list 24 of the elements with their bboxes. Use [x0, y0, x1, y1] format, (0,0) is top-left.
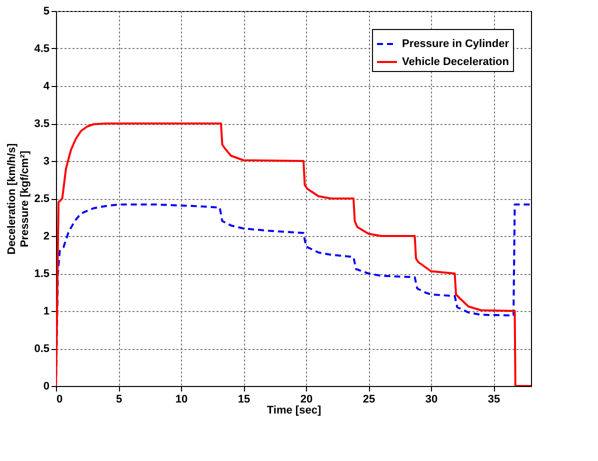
y-tick-label: 0 — [43, 380, 50, 392]
y-tick-label: 0.5 — [34, 343, 50, 355]
y-tick-label: 3.5 — [34, 118, 50, 130]
y-tick-label: 5 — [43, 6, 50, 18]
x-tick-label: 35 — [488, 394, 500, 406]
x-tick-label: 10 — [175, 394, 188, 406]
y-tick-label: 1 — [43, 306, 50, 318]
y-tick-label: 4 — [43, 80, 50, 92]
x-tick-label: 15 — [238, 394, 250, 406]
y-tick-label: 2 — [43, 230, 50, 242]
legend-label: Pressure in Cylinder — [402, 38, 510, 50]
x-tick-label: 20 — [300, 394, 313, 406]
text: Deceleration [km/h/s] — [6, 143, 18, 255]
x-tick-label: 5 — [116, 394, 122, 406]
x-axis-title: Time [sec] — [266, 404, 322, 416]
text: Pressure [kgf/cm²] — [19, 150, 32, 248]
y-tick-label: 3 — [43, 156, 50, 168]
y-tick-label: 1.5 — [34, 268, 50, 280]
y-tick-label: 2.5 — [34, 193, 50, 205]
x-tick-label: 0 — [56, 394, 63, 406]
legend-label: Vehicle Deceleration — [402, 56, 510, 68]
x-tick-label: 25 — [362, 394, 376, 406]
y-tick-label: 4.5 — [34, 43, 50, 55]
x-tick-label: 30 — [425, 394, 438, 406]
